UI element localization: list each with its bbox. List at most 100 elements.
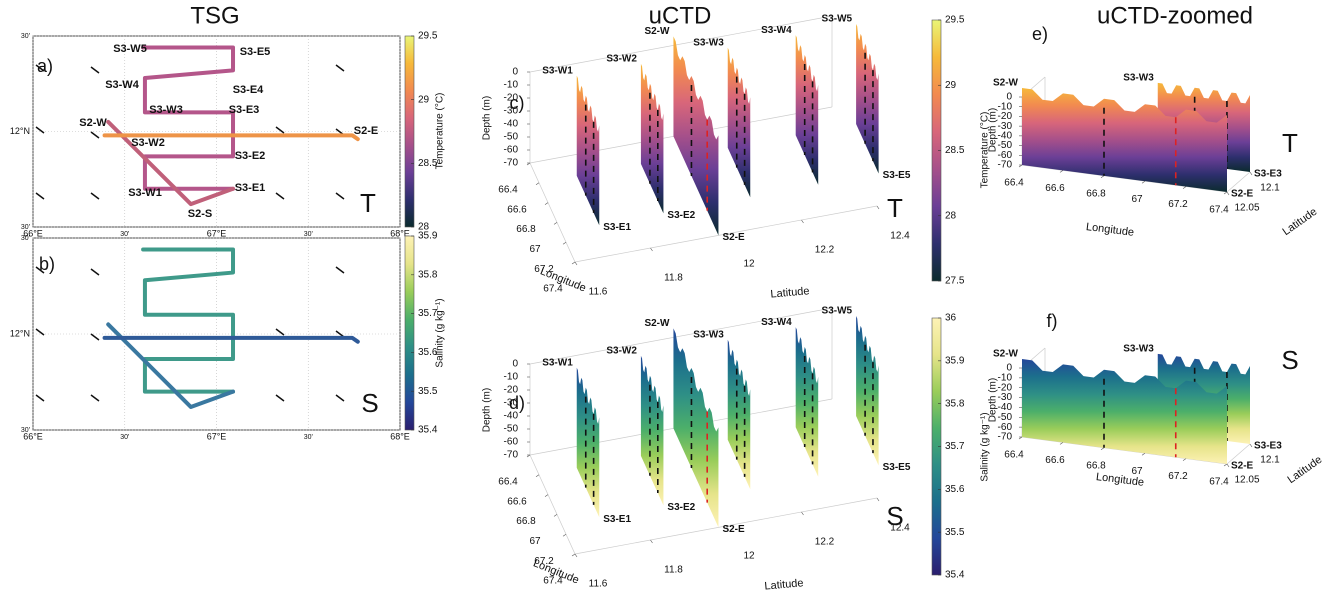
y-tick — [1249, 443, 1253, 448]
y-tick — [876, 205, 880, 210]
x-tick — [1141, 180, 1146, 184]
x-tick-label: 66.8 — [1086, 460, 1106, 471]
z-axis-label: Depth (m) — [482, 96, 493, 140]
x-tick-label: 67 — [1131, 466, 1143, 477]
station-label: S3-E4 — [233, 84, 264, 96]
wind-stick — [275, 328, 285, 336]
y-tick-label: 12.05 — [1234, 475, 1259, 486]
z-tick-label: 0 — [1006, 92, 1012, 103]
panel-label: c) — [510, 93, 525, 113]
axis-line — [529, 454, 576, 555]
z-tick-label: -20 — [998, 111, 1013, 122]
y-tick-label: 12.1 — [1260, 183, 1280, 194]
axis-line — [529, 162, 576, 263]
colorbar-label: Salinity (g kg⁻¹) — [435, 298, 446, 367]
y-axis-label: Latitude — [770, 285, 810, 300]
x-tick-label: 66.4 — [498, 477, 518, 488]
wind-stick — [35, 126, 45, 134]
colorbar-tick-label: 35.8 — [945, 398, 965, 409]
x-tick-label: 66.4 — [498, 185, 518, 196]
x-tick-label: 67 — [1131, 194, 1143, 205]
colorbar-tick-label: 35.9 — [418, 231, 438, 242]
station-label: S3-E5 — [240, 46, 271, 58]
station-label: S2-W — [644, 26, 670, 37]
station-label: S2-W — [644, 318, 670, 329]
section-curtain — [727, 339, 751, 490]
station-label: S3-W4 — [761, 317, 792, 328]
z-tick-label: -50 — [504, 132, 519, 143]
x-tick-label: 66.6 — [1045, 455, 1065, 466]
wind-stick — [90, 192, 100, 200]
station-label: S3-E1 — [235, 182, 266, 194]
x-tick — [544, 202, 549, 205]
z-tick-label: -70 — [504, 158, 519, 169]
ship-track — [102, 335, 360, 344]
y-axis-label: Latitude — [764, 577, 804, 592]
wind-stick — [275, 192, 285, 200]
z-tick-label: -70 — [998, 160, 1013, 171]
x-tick-label: 67.4 — [543, 576, 563, 587]
colorbar — [404, 235, 415, 431]
y-tick-label: 12.2 — [815, 537, 835, 548]
variable-label: S — [886, 501, 903, 531]
station-label: S3-W2 — [606, 54, 637, 65]
z-tick-label: -40 — [504, 411, 519, 422]
colorbar-tick-label: 28 — [418, 222, 430, 233]
x-tick — [562, 533, 567, 537]
x-tick — [526, 162, 531, 166]
station-label: S3-W5 — [822, 306, 853, 317]
panel-label: d) — [509, 393, 525, 413]
y-axis-label: Latitude — [1280, 206, 1319, 238]
x-tick-label: 66.6 — [507, 496, 527, 507]
station-label: S3-W3 — [1123, 72, 1154, 83]
x-tick — [1018, 164, 1023, 168]
y-tick — [1226, 191, 1230, 196]
y-tick-label: 12.05 — [1234, 203, 1259, 214]
section-curtain — [640, 63, 664, 214]
colorbar — [404, 35, 415, 228]
y-tick — [574, 261, 578, 266]
section-curtain — [640, 355, 664, 506]
y-tick-label: 30' — [21, 427, 30, 434]
z-axis-label: Depth (m) — [988, 108, 999, 152]
y-tick — [801, 511, 804, 516]
colorbar-label: Salinity (g kg⁻¹) — [980, 412, 991, 481]
section-curtain — [576, 75, 600, 226]
station-label: S3-E5 — [883, 170, 911, 181]
column-title: uCTD — [649, 2, 712, 29]
wind-stick — [35, 394, 45, 402]
wind-stick — [275, 394, 285, 402]
y-tick — [876, 497, 880, 502]
ship-track — [106, 322, 236, 409]
station-label: S3-E2 — [235, 150, 266, 162]
x-tick-label: 68°E — [390, 228, 410, 238]
x-tick — [1223, 191, 1228, 195]
station-label: S3-W1 — [542, 357, 573, 368]
z-tick-label: -20 — [504, 93, 519, 104]
station-label: S2-E — [722, 232, 745, 243]
station-label: S3-W1 — [542, 65, 573, 76]
wind-stick — [90, 394, 100, 402]
wind-stick — [90, 268, 100, 276]
wind-stick — [90, 333, 100, 341]
y-tick — [1249, 171, 1253, 176]
x-tick-label: 67.2 — [1168, 199, 1188, 210]
x-tick-label: 66.6 — [507, 204, 527, 215]
panel-label: a) — [37, 56, 53, 76]
station-label: S3-E1 — [603, 514, 631, 525]
x-tick — [1059, 442, 1064, 445]
ship-track — [102, 133, 360, 142]
variable-label: T — [360, 188, 376, 218]
wind-stick — [35, 192, 45, 200]
z-tick-label: -40 — [998, 402, 1013, 413]
z-tick-label: -20 — [504, 385, 519, 396]
wind-stick — [335, 394, 345, 402]
wind-stick — [35, 328, 45, 336]
z-tick-label: -60 — [998, 422, 1013, 433]
x-tick-label: 67.2 — [534, 556, 554, 567]
wind-stick — [335, 64, 345, 72]
x-tick-label: 30' — [304, 231, 313, 238]
y-tick-label: 12°N — [10, 328, 30, 338]
station-label: S2-E — [354, 125, 378, 137]
